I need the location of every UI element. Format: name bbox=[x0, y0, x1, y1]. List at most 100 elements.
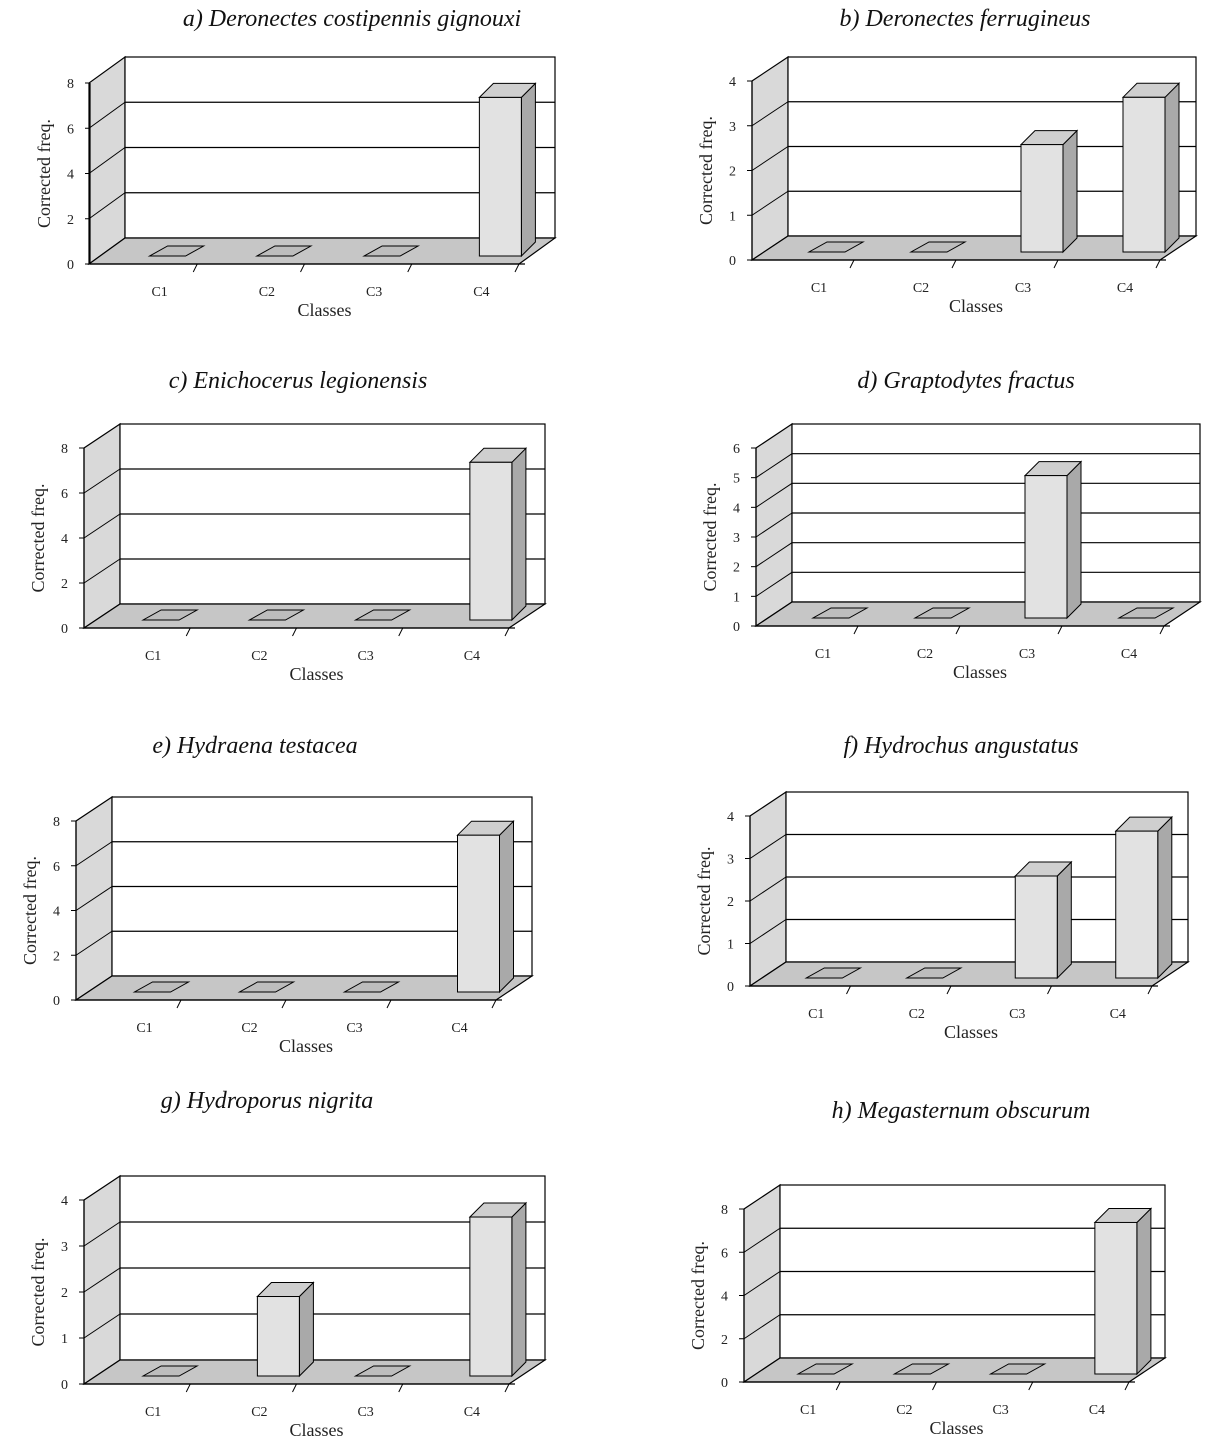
gridline-side bbox=[751, 101, 789, 127]
bar-side-c4 bbox=[511, 447, 527, 622]
x-tick bbox=[281, 999, 287, 1009]
y-axis-label: Corrected freq. bbox=[696, 116, 716, 225]
x-tick-label: C4 bbox=[1117, 281, 1133, 296]
y-axis-label: Corrected freq. bbox=[694, 847, 714, 956]
y-tick-label: 8 bbox=[721, 1203, 728, 1218]
chart-panel: 0 1 2 3 4 Corrected freq. C1 C2 C3 C4 Classes b) De… bbox=[696, 6, 1198, 316]
bar-zero-c1 bbox=[804, 967, 863, 979]
y-tick-label: 0 bbox=[53, 994, 60, 1009]
y-axis-label: Corrected freq. bbox=[34, 119, 54, 228]
gridline-side bbox=[83, 1313, 121, 1339]
x-tick bbox=[1057, 625, 1063, 635]
y-tick-label: 6 bbox=[67, 122, 74, 137]
chart-panel: 0 2 4 6 8 Corrected freq. C1 C2 C3 C4 Classes e) Hy… bbox=[20, 733, 534, 1056]
y-tick-label: 6 bbox=[721, 1246, 728, 1261]
gridline-side bbox=[75, 930, 113, 956]
bar-c4 bbox=[469, 461, 513, 621]
x-tick bbox=[398, 1383, 404, 1393]
bar-c4 bbox=[478, 96, 522, 257]
bar-c4 bbox=[1094, 1221, 1138, 1375]
x-tick-label: C3 bbox=[357, 649, 373, 664]
chart-panel: 0 1 2 3 4 5 6 Corrected freq. C1 C2 C3 C4 Classes d) … bbox=[700, 368, 1202, 682]
x-tick bbox=[1028, 1381, 1034, 1391]
x-tick bbox=[1147, 985, 1153, 995]
x-tick bbox=[951, 259, 957, 269]
x-tick bbox=[185, 627, 191, 637]
y-tick-label: 8 bbox=[61, 442, 68, 457]
x-tick-label: C1 bbox=[151, 285, 167, 300]
gridline-side bbox=[743, 1271, 781, 1296]
panel-title: a) Deronectes costipennis gignouxi bbox=[183, 6, 521, 32]
gridline-side bbox=[755, 482, 793, 508]
x-tick-label: C1 bbox=[815, 647, 831, 662]
gridline-side bbox=[88, 101, 126, 129]
x-tick-label: C3 bbox=[346, 1021, 362, 1036]
gridline-side bbox=[75, 841, 113, 867]
gridline-side bbox=[743, 1227, 781, 1253]
gridline-side bbox=[749, 876, 787, 902]
x-tick bbox=[185, 1383, 191, 1393]
x-tick bbox=[300, 263, 305, 273]
x-tick bbox=[1053, 259, 1059, 269]
y-tick-label: 8 bbox=[67, 77, 74, 92]
bar-side-c4 bbox=[1157, 815, 1173, 980]
gridline-side bbox=[83, 468, 121, 494]
y-tick-label: 3 bbox=[733, 531, 740, 546]
x-tick bbox=[398, 627, 404, 637]
x-tick bbox=[1124, 1381, 1130, 1391]
bar-c4 bbox=[457, 834, 500, 993]
y-tick-label: 4 bbox=[61, 1194, 68, 1209]
y-tick-label: 2 bbox=[53, 949, 60, 964]
gridline-side bbox=[749, 919, 787, 944]
x-tick-label: C1 bbox=[811, 281, 827, 296]
y-tick-label: 0 bbox=[727, 980, 734, 995]
x-axis-label: Classes bbox=[930, 1418, 984, 1438]
bar-zero-c2 bbox=[892, 1363, 951, 1375]
gridline-side bbox=[75, 886, 113, 911]
bar-zero-c1 bbox=[796, 1363, 855, 1375]
y-tick-label: 4 bbox=[67, 168, 74, 183]
gridline-side bbox=[755, 512, 793, 538]
bar-zero-c2 bbox=[904, 967, 963, 979]
chart-panel: 0 2 4 6 8 Corrected freq. C1 C2 C3 C4 Classes a) De… bbox=[34, 6, 557, 320]
x-tick-label: C1 bbox=[808, 1007, 824, 1022]
x-tick bbox=[292, 1383, 297, 1393]
y-tick-label: 0 bbox=[733, 620, 740, 635]
bar-side-c3 bbox=[1066, 460, 1082, 620]
bar-c4 bbox=[1115, 830, 1159, 979]
gridline-side bbox=[755, 542, 793, 568]
x-tick bbox=[1159, 625, 1165, 635]
x-axis-label: Classes bbox=[953, 662, 1007, 682]
x-tick bbox=[176, 999, 182, 1009]
x-tick bbox=[1155, 259, 1161, 269]
bar-zero-c3 bbox=[353, 1365, 412, 1377]
x-tick-label: C2 bbox=[251, 649, 267, 664]
bar-c4 bbox=[1122, 96, 1166, 253]
x-tick bbox=[504, 1383, 510, 1393]
bar-zero-c2 bbox=[254, 245, 313, 257]
gridline-side bbox=[83, 558, 121, 584]
y-tick-label: 0 bbox=[67, 258, 74, 273]
gridline-side bbox=[755, 571, 793, 597]
bar-side-c4 bbox=[1164, 82, 1180, 254]
y-tick-label: 2 bbox=[733, 561, 740, 576]
gridline-side bbox=[88, 147, 126, 174]
y-tick-label: 2 bbox=[61, 577, 68, 592]
bar-c3 bbox=[1014, 875, 1058, 979]
x-tick-label: C3 bbox=[1015, 281, 1031, 296]
chart-panel: 0 1 2 3 4 Corrected freq. C1 C2 C3 C4 Classes f) Hy… bbox=[694, 733, 1190, 1042]
y-tick-label: 3 bbox=[729, 120, 736, 135]
bar-zero-c1 bbox=[141, 1365, 200, 1377]
y-axis-label: Corrected freq. bbox=[28, 484, 48, 593]
x-tick bbox=[932, 1381, 937, 1391]
bar-zero-c4 bbox=[1117, 607, 1175, 619]
x-tick bbox=[853, 625, 859, 635]
bar-side-c2 bbox=[298, 1281, 314, 1378]
gridline-side bbox=[83, 1267, 121, 1293]
x-tick-label: C3 bbox=[1009, 1007, 1025, 1022]
y-axis-label: Corrected freq. bbox=[688, 1241, 708, 1350]
x-tick-label: C1 bbox=[145, 649, 161, 664]
panel-title: d) Graptodytes fractus bbox=[857, 368, 1074, 394]
x-tick-label: C3 bbox=[992, 1403, 1008, 1418]
y-tick-label: 2 bbox=[729, 165, 736, 180]
